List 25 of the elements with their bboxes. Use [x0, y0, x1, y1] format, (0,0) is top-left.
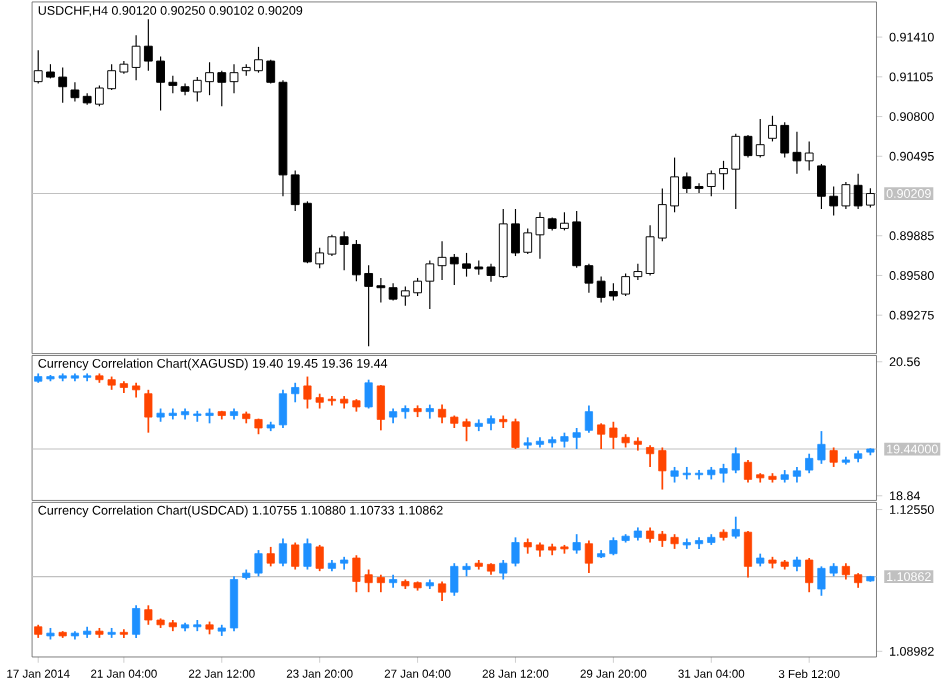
- candlestick: [731, 515, 740, 540]
- candlestick: [315, 543, 324, 572]
- candlestick: [437, 403, 447, 424]
- candlestick: [303, 537, 312, 571]
- candlestick: [291, 381, 300, 403]
- candlestick: [291, 541, 300, 571]
- candlestick: [743, 458, 753, 484]
- candlestick: [266, 545, 275, 568]
- candlestick: [132, 604, 141, 639]
- candlestick: [584, 539, 593, 574]
- candlestick: [364, 378, 373, 410]
- candlestick: [584, 404, 593, 434]
- candlestick: [278, 537, 288, 568]
- candlestick: [743, 529, 753, 579]
- candlestick: [437, 580, 447, 602]
- candlestick: [597, 422, 606, 450]
- candlestick: [658, 446, 667, 491]
- candlestick: [144, 388, 153, 434]
- candlestick: [70, 81, 80, 102]
- candlestick: [572, 533, 581, 555]
- candlestick: [278, 388, 288, 429]
- candlestick: [376, 384, 385, 431]
- candlestick: [805, 556, 814, 593]
- candlestick: [829, 446, 838, 468]
- candlestick: [646, 444, 655, 468]
